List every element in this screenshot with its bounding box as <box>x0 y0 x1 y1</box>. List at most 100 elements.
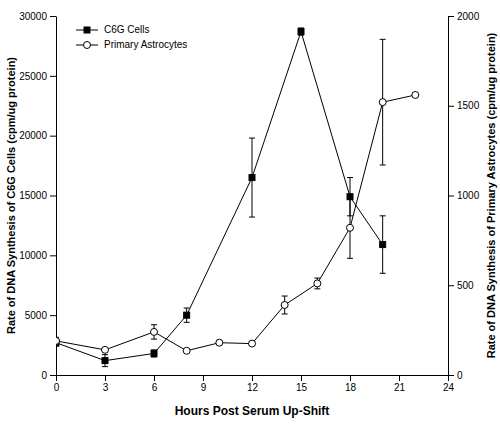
x-axis-title: Hours Post Serum Up-Shift <box>175 404 330 418</box>
x-axis-tick-label: 0 <box>54 382 60 393</box>
y2-axis-tick-mark <box>448 16 454 17</box>
y2-axis-tick-label: 500 <box>457 280 474 291</box>
y2-axis-tick-label: 0 <box>457 370 463 381</box>
point <box>56 337 60 344</box>
y2-axis-tick-label: 1500 <box>457 100 480 111</box>
y2-axis-tick: 2000 <box>448 11 480 22</box>
y-axis-tick-label: 20000 <box>19 130 47 141</box>
plot: 0369121518212405000100001500020000250003… <box>19 11 479 393</box>
point <box>281 301 288 308</box>
series-line <box>56 95 415 351</box>
y2-axis: 0 500 1000 1500 2000 <box>448 11 480 381</box>
point <box>102 346 109 353</box>
x-axis-tick-label: 15 <box>296 382 308 393</box>
point <box>151 350 157 356</box>
y2-axis-tick: 1500 <box>448 100 480 111</box>
y-axis-tick-mark <box>50 196 56 197</box>
x-axis-tick: 3 <box>103 375 109 393</box>
error-bar <box>249 217 255 218</box>
y-axis-line <box>56 17 57 376</box>
y-axis-tick: 5000 <box>25 310 56 321</box>
error-bar <box>249 138 255 139</box>
x-axis-tick-label: 18 <box>345 382 357 393</box>
error-bar <box>380 215 386 216</box>
y-axis-tick-label: 10000 <box>19 250 47 261</box>
series <box>56 39 419 354</box>
error-bar <box>184 322 190 323</box>
error-bar <box>282 313 288 314</box>
legend-item: C6G Cells <box>76 24 150 35</box>
x-axis-tick-mark <box>252 375 253 381</box>
x-axis-tick-label: 12 <box>247 382 259 393</box>
x-axis-tick: 0 <box>54 375 60 393</box>
point <box>314 280 321 287</box>
y2-axis-tick-mark <box>448 106 454 107</box>
y-axis-tick: 20000 <box>19 130 56 141</box>
y2-axis-tick-mark <box>448 196 454 197</box>
error-bar <box>314 278 320 279</box>
point <box>216 339 223 346</box>
error-bar <box>347 177 353 178</box>
x-axis-tick-label: 21 <box>394 382 406 393</box>
y-axis-tick-mark <box>50 76 56 77</box>
y2-axis-tick-label: 1000 <box>457 190 480 201</box>
legend-marker <box>84 27 90 33</box>
chart: 0369121518212405000100001500020000250003… <box>0 0 500 427</box>
point <box>379 99 386 106</box>
point <box>347 224 354 231</box>
x-axis-tick-label: 24 <box>443 382 455 393</box>
x-axis-tick-mark <box>56 375 57 381</box>
x-axis-tick: 6 <box>152 375 158 393</box>
y-axis-tick-mark <box>50 136 56 137</box>
point <box>380 242 386 248</box>
x-axis-tick-mark <box>154 375 155 381</box>
error-bar <box>102 366 108 367</box>
point <box>412 91 419 98</box>
y2-axis-tick-mark <box>448 375 454 376</box>
legend: C6G Cells Primary Astrocytes <box>76 24 187 50</box>
x-axis-tick: 15 <box>296 375 308 393</box>
error-bar <box>102 354 108 355</box>
y2-axis-tick-label: 2000 <box>457 11 480 22</box>
series-line <box>56 32 383 361</box>
point <box>183 347 190 354</box>
error-bar <box>314 288 320 289</box>
legend-label: C6G Cells <box>104 24 150 35</box>
y2-axis-tick-mark <box>448 285 454 286</box>
y-axis-tick: 25000 <box>19 71 56 82</box>
y-axis-tick-label: 5000 <box>25 310 48 321</box>
y2-axis-tick: 1000 <box>448 190 480 201</box>
y-axis: 0 5000 10000 15000 20000 25000 30000 <box>19 11 56 381</box>
error-bar <box>380 39 386 40</box>
x-axis-tick: 21 <box>394 375 406 393</box>
x-axis: 0 3 6 9 12 15 18 21 24 <box>54 375 455 393</box>
y-axis-tick-mark <box>50 16 56 17</box>
y-axis-tick-mark <box>50 375 56 376</box>
y-axis-tick: 0 <box>41 370 56 381</box>
y-axis-tick-mark <box>50 255 56 256</box>
series <box>56 28 386 367</box>
point <box>298 29 304 35</box>
x-axis-tick: 9 <box>201 375 207 393</box>
x-axis-tick-label: 9 <box>201 382 207 393</box>
x-axis-tick: 24 <box>443 375 455 393</box>
error-bar <box>184 307 190 308</box>
legend-label: Primary Astrocytes <box>104 39 187 50</box>
y2-axis-title: Rate of DNA Synthesis of Primary Astrocy… <box>485 32 497 358</box>
y-axis-tick-label: 30000 <box>19 11 47 22</box>
x-axis-tick: 12 <box>247 375 259 393</box>
y-axis-tick: 10000 <box>19 250 56 261</box>
y2-axis-tick: 500 <box>448 280 474 291</box>
y-axis-tick: 15000 <box>19 190 56 201</box>
y2-axis-tick: 0 <box>448 370 463 381</box>
y-axis-tick-label: 15000 <box>19 190 47 201</box>
error-bar <box>380 273 386 274</box>
x-axis-tick-mark <box>350 375 351 381</box>
error-bar <box>151 339 157 340</box>
x-axis-tick-mark <box>203 375 204 381</box>
y-axis-tick: 30000 <box>19 11 56 22</box>
x-axis-tick-mark <box>301 375 302 381</box>
point <box>184 312 190 318</box>
point <box>102 358 108 364</box>
y-axis-tick-label: 25000 <box>19 71 47 82</box>
